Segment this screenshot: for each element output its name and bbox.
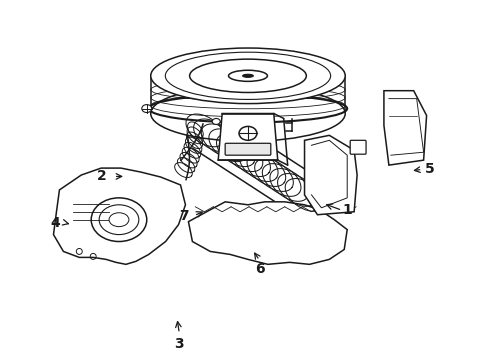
Ellipse shape [243,74,253,77]
Text: 6: 6 [255,262,265,276]
Polygon shape [53,168,185,264]
Polygon shape [218,113,278,160]
Ellipse shape [151,48,345,104]
Text: 4: 4 [50,216,60,230]
Ellipse shape [151,86,345,141]
FancyBboxPatch shape [225,143,271,155]
Text: 7: 7 [179,209,189,223]
Ellipse shape [190,59,306,93]
Ellipse shape [212,118,220,125]
Ellipse shape [228,70,268,81]
FancyBboxPatch shape [350,140,366,154]
Polygon shape [189,202,347,264]
Polygon shape [384,91,427,165]
Ellipse shape [239,126,257,140]
Ellipse shape [142,105,152,113]
Text: 5: 5 [425,162,435,176]
Polygon shape [305,135,357,215]
Ellipse shape [91,198,147,242]
Text: 1: 1 [342,203,352,217]
Ellipse shape [109,213,129,227]
Text: 3: 3 [174,337,184,351]
Text: 2: 2 [97,170,106,184]
